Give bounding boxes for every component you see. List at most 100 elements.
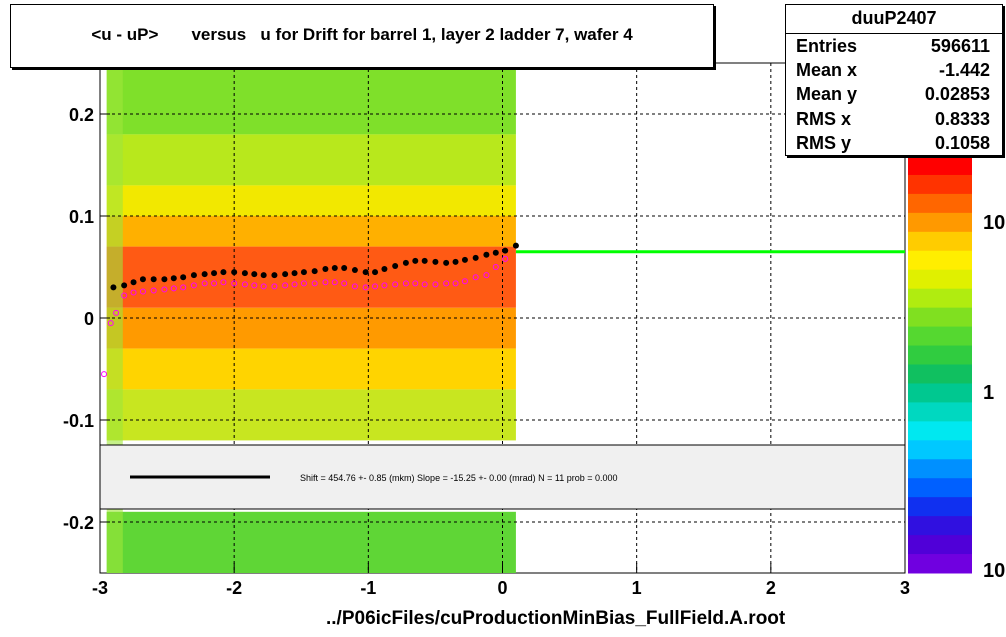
magenta-profile-point — [461, 278, 468, 285]
black-profile-point — [472, 254, 479, 261]
color-scale-step — [908, 269, 972, 290]
x-tick-label: -2 — [226, 578, 242, 598]
black-profile-point — [300, 269, 307, 276]
black-profile-point — [492, 249, 499, 256]
stats-value: 0.1058 — [934, 133, 990, 153]
black-profile-point — [180, 274, 187, 281]
magenta-profile-point — [341, 280, 348, 287]
black-profile-point — [341, 265, 348, 272]
black-profile-point — [271, 272, 278, 279]
black-profile-point — [139, 276, 146, 283]
y-tick-label: -0.2 — [63, 513, 94, 533]
color-scale-step — [908, 174, 972, 195]
black-profile-point — [512, 242, 519, 249]
heatmap-band — [106, 348, 516, 390]
color-scale-step — [908, 383, 972, 403]
magenta-profile-point — [483, 272, 490, 279]
heatmap-band — [106, 307, 516, 349]
stats-row-mean-y: Mean y 0.02853 — [796, 84, 990, 108]
color-scale-step — [908, 402, 972, 422]
magenta-profile-point — [101, 371, 108, 378]
color-scale-step — [908, 250, 972, 271]
black-profile-point — [502, 247, 509, 254]
color-scale-step — [908, 459, 972, 479]
black-profile-point — [311, 268, 318, 275]
color-scale-step — [908, 421, 972, 441]
magenta-profile-point — [402, 280, 409, 287]
magenta-profile-point — [392, 281, 399, 288]
black-profile-point — [351, 267, 358, 274]
color-scale-step — [908, 307, 972, 328]
black-profile-point — [121, 282, 128, 289]
magenta-profile-point — [251, 282, 258, 289]
heatmap-band — [106, 185, 516, 216]
black-profile-point — [170, 275, 177, 282]
heatmap-band — [106, 63, 516, 135]
color-scale-step — [908, 288, 972, 309]
color-scale-step — [908, 535, 972, 555]
y-tick-label: 0 — [84, 309, 94, 329]
black-profile-point — [150, 276, 157, 283]
magenta-profile-point — [170, 285, 177, 292]
black-profile-point — [392, 262, 399, 269]
color-scale-step — [908, 193, 972, 214]
black-profile-point — [412, 257, 419, 264]
black-profile-point — [190, 272, 197, 279]
color-scale-step — [908, 554, 972, 574]
stats-label: RMS x — [796, 109, 852, 129]
black-profile-point — [452, 258, 459, 265]
stats-label: Mean x — [796, 60, 858, 80]
x-tick-label: 3 — [900, 578, 910, 598]
color-scale-step — [908, 231, 972, 252]
black-profile-point — [443, 259, 450, 266]
black-profile-point — [231, 269, 238, 276]
color-scale-label: 1 — [983, 382, 994, 404]
magenta-profile-point — [201, 280, 208, 287]
magenta-profile-point — [372, 283, 379, 290]
black-profile-point — [291, 270, 298, 277]
stats-label: Mean y — [796, 84, 858, 104]
color-scale-step — [908, 364, 972, 384]
magenta-profile-point — [180, 284, 187, 291]
color-scale-step — [908, 478, 972, 498]
grid-lines — [100, 63, 905, 573]
plot-title-box: <u - uP> versus u for Drift for barrel 1… — [10, 4, 714, 68]
magenta-profile-point — [432, 281, 439, 288]
histogram-name: duuP2407 — [851, 8, 937, 28]
magenta-profile-point — [130, 289, 137, 296]
magenta-profile-point — [331, 279, 338, 286]
black-profile-point — [483, 251, 490, 258]
stats-row-mean-x: Mean x -1.442 — [796, 60, 990, 84]
black-profile-point — [461, 256, 468, 263]
magenta-profile-point — [362, 284, 369, 291]
heatmap-band — [106, 134, 516, 186]
magenta-profile-point — [220, 279, 227, 286]
y-tick-label: 0.1 — [69, 207, 94, 227]
magenta-profile-point — [502, 255, 509, 262]
stats-value: 596611 — [930, 36, 990, 56]
black-profile-point — [402, 259, 409, 266]
x-tick-label: 0 — [497, 578, 507, 598]
stats-value: -1.442 — [938, 60, 990, 80]
y-tick-label: -0.1 — [63, 411, 94, 431]
stats-box: duuP2407 Entries 596611 Mean x -1.442 Me… — [785, 4, 1003, 156]
color-scale-step — [908, 326, 972, 347]
x-tick-label: 1 — [632, 578, 642, 598]
black-profile-point — [260, 272, 267, 279]
magenta-profile-point — [190, 282, 197, 289]
black-profile-point — [211, 270, 218, 277]
magenta-profile-point — [113, 309, 120, 316]
magenta-profile-point — [121, 292, 128, 299]
stats-row-rms-x: RMS x 0.8333 — [796, 109, 990, 133]
profile-points — [101, 242, 519, 378]
magenta-profile-point — [271, 283, 278, 290]
magenta-profile-point — [161, 286, 168, 293]
magenta-profile-point — [107, 320, 114, 327]
black-profile-point — [322, 266, 329, 273]
magenta-profile-point — [381, 282, 388, 289]
color-scale-label: 10 — [983, 212, 1005, 234]
black-profile-point — [421, 257, 428, 264]
black-profile-point — [161, 276, 168, 283]
black-profile-point — [331, 265, 338, 272]
